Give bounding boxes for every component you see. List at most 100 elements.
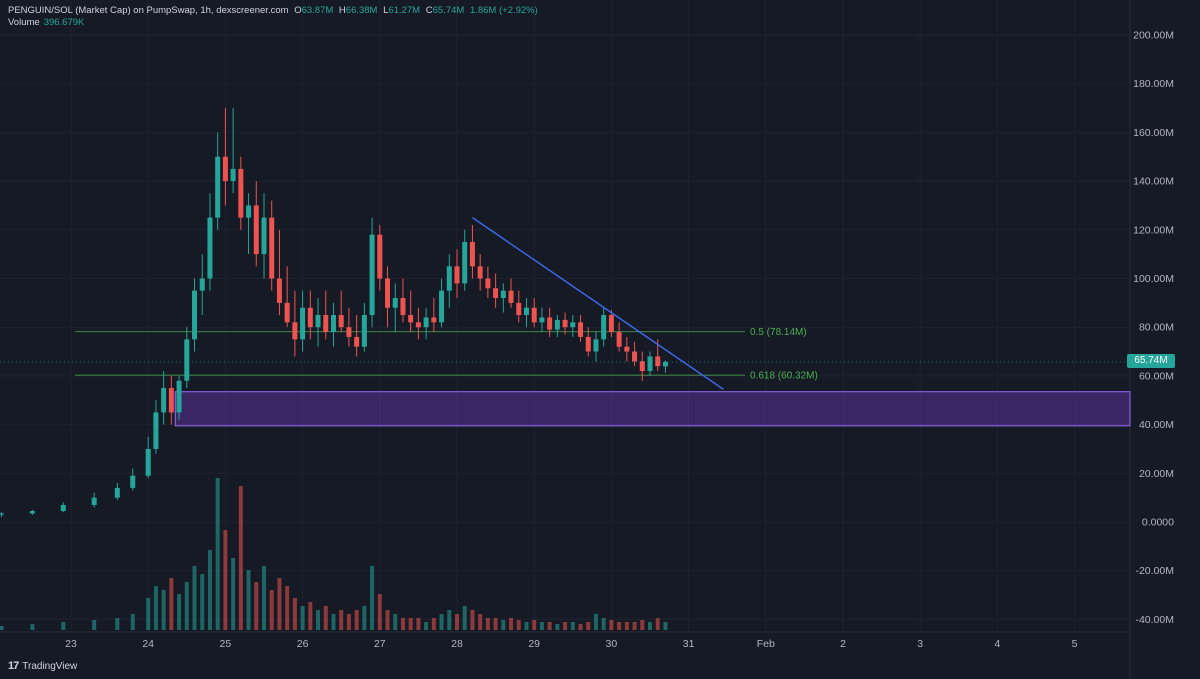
candle-body — [616, 332, 622, 347]
volume-bar — [377, 594, 382, 630]
volume-bar — [393, 614, 398, 630]
volume-bar — [524, 622, 529, 630]
candle-body — [346, 327, 352, 337]
volume-bar — [215, 478, 220, 630]
candle-body — [454, 266, 460, 284]
volume-bar — [655, 618, 660, 630]
volume-bar — [177, 594, 182, 630]
volume-bar — [0, 626, 4, 630]
x-tick-label: 24 — [142, 638, 154, 650]
volume-bar — [192, 566, 197, 630]
candle-body — [662, 361, 668, 367]
volume-bar — [370, 566, 375, 630]
candle-body — [423, 317, 429, 328]
volume-bar — [532, 620, 537, 630]
last-price-tag: 65.74M — [1127, 354, 1175, 368]
volume-bar — [92, 620, 97, 630]
volume-bar — [501, 620, 506, 630]
volume-bar — [292, 598, 297, 630]
volume-bar — [231, 558, 236, 630]
volume-bar — [354, 610, 359, 630]
volume-bar — [262, 566, 266, 630]
candle-body — [238, 168, 244, 218]
candle-body — [354, 336, 360, 347]
x-tick-label: 23 — [65, 638, 77, 650]
candle-body — [261, 217, 267, 255]
volume-bar — [385, 610, 390, 630]
y-tick-label: 0.0000 — [1142, 517, 1174, 529]
volume-bar — [485, 618, 490, 630]
candle-body — [531, 307, 537, 323]
volume-bar — [300, 606, 305, 630]
volume-bar — [30, 624, 35, 630]
x-tick-label: 25 — [220, 638, 232, 650]
volume-bar — [238, 486, 243, 630]
candle-body — [554, 319, 560, 330]
volume-bar — [470, 610, 475, 630]
open-label: O — [294, 5, 302, 16]
candle-body — [369, 234, 375, 316]
candle-body — [60, 504, 66, 512]
candle-body — [184, 339, 190, 381]
change-value: 1.86M (+2.92%) — [469, 5, 538, 16]
candle-body — [632, 351, 638, 362]
candle-body — [439, 290, 445, 323]
volume-bar — [462, 606, 467, 630]
candle-body — [168, 388, 174, 413]
volume-bar — [648, 622, 652, 630]
volume-bar — [246, 570, 251, 630]
x-tick-label: 28 — [451, 638, 463, 650]
candle-body — [161, 388, 167, 413]
candle-body — [392, 297, 398, 308]
volume-bar — [61, 622, 66, 630]
candle-body — [338, 315, 344, 328]
low-label: L — [383, 5, 389, 16]
y-tick-label: 200.00M — [1133, 30, 1174, 42]
trendline — [472, 217, 724, 390]
volume-bar — [632, 622, 637, 630]
volume-bar — [570, 622, 575, 630]
y-tick-label: 120.00M — [1133, 224, 1174, 236]
candle-body — [192, 290, 198, 340]
candle-body — [508, 290, 514, 303]
candle-body — [431, 317, 437, 323]
candle-body — [91, 497, 97, 505]
volume-bar — [362, 606, 367, 630]
chart-header: PENGUIN/SOL (Market Cap) on PumpSwap, 1h… — [8, 5, 538, 16]
volume-bar — [339, 610, 344, 630]
tradingview-brand[interactable]: 17 TradingView — [8, 660, 77, 672]
volume-bar — [663, 622, 668, 630]
volume-bar — [184, 582, 189, 630]
candle-body — [176, 380, 182, 413]
candle-body — [0, 513, 5, 515]
candle-body — [199, 278, 205, 291]
volume-bar — [254, 582, 259, 630]
volume-bar — [455, 614, 459, 630]
x-tick-label: 31 — [683, 638, 695, 650]
volume-bar — [431, 618, 436, 630]
candle-body — [647, 356, 653, 372]
volume-bar — [493, 618, 498, 630]
x-tick-label: Feb — [757, 638, 775, 650]
candle-body — [593, 339, 599, 352]
x-tick-label: 26 — [297, 638, 309, 650]
candle-body — [585, 336, 591, 352]
y-tick-label: 40.00M — [1139, 419, 1174, 431]
volume-bar — [200, 574, 205, 630]
volume-bar — [563, 622, 568, 630]
volume-bar — [539, 622, 544, 630]
candle-body — [601, 315, 607, 340]
candle-body — [153, 412, 159, 449]
volume-bar — [277, 578, 282, 630]
close-value: 65.74M — [432, 5, 465, 16]
x-tick-label: 4 — [994, 638, 1000, 650]
volume-bar — [323, 606, 328, 630]
y-tick-label: 180.00M — [1133, 78, 1174, 90]
volume-bar — [269, 590, 274, 630]
candle-body — [408, 315, 414, 323]
candle-body — [562, 319, 568, 328]
volume-bar — [640, 620, 645, 630]
candle-body — [284, 302, 290, 323]
